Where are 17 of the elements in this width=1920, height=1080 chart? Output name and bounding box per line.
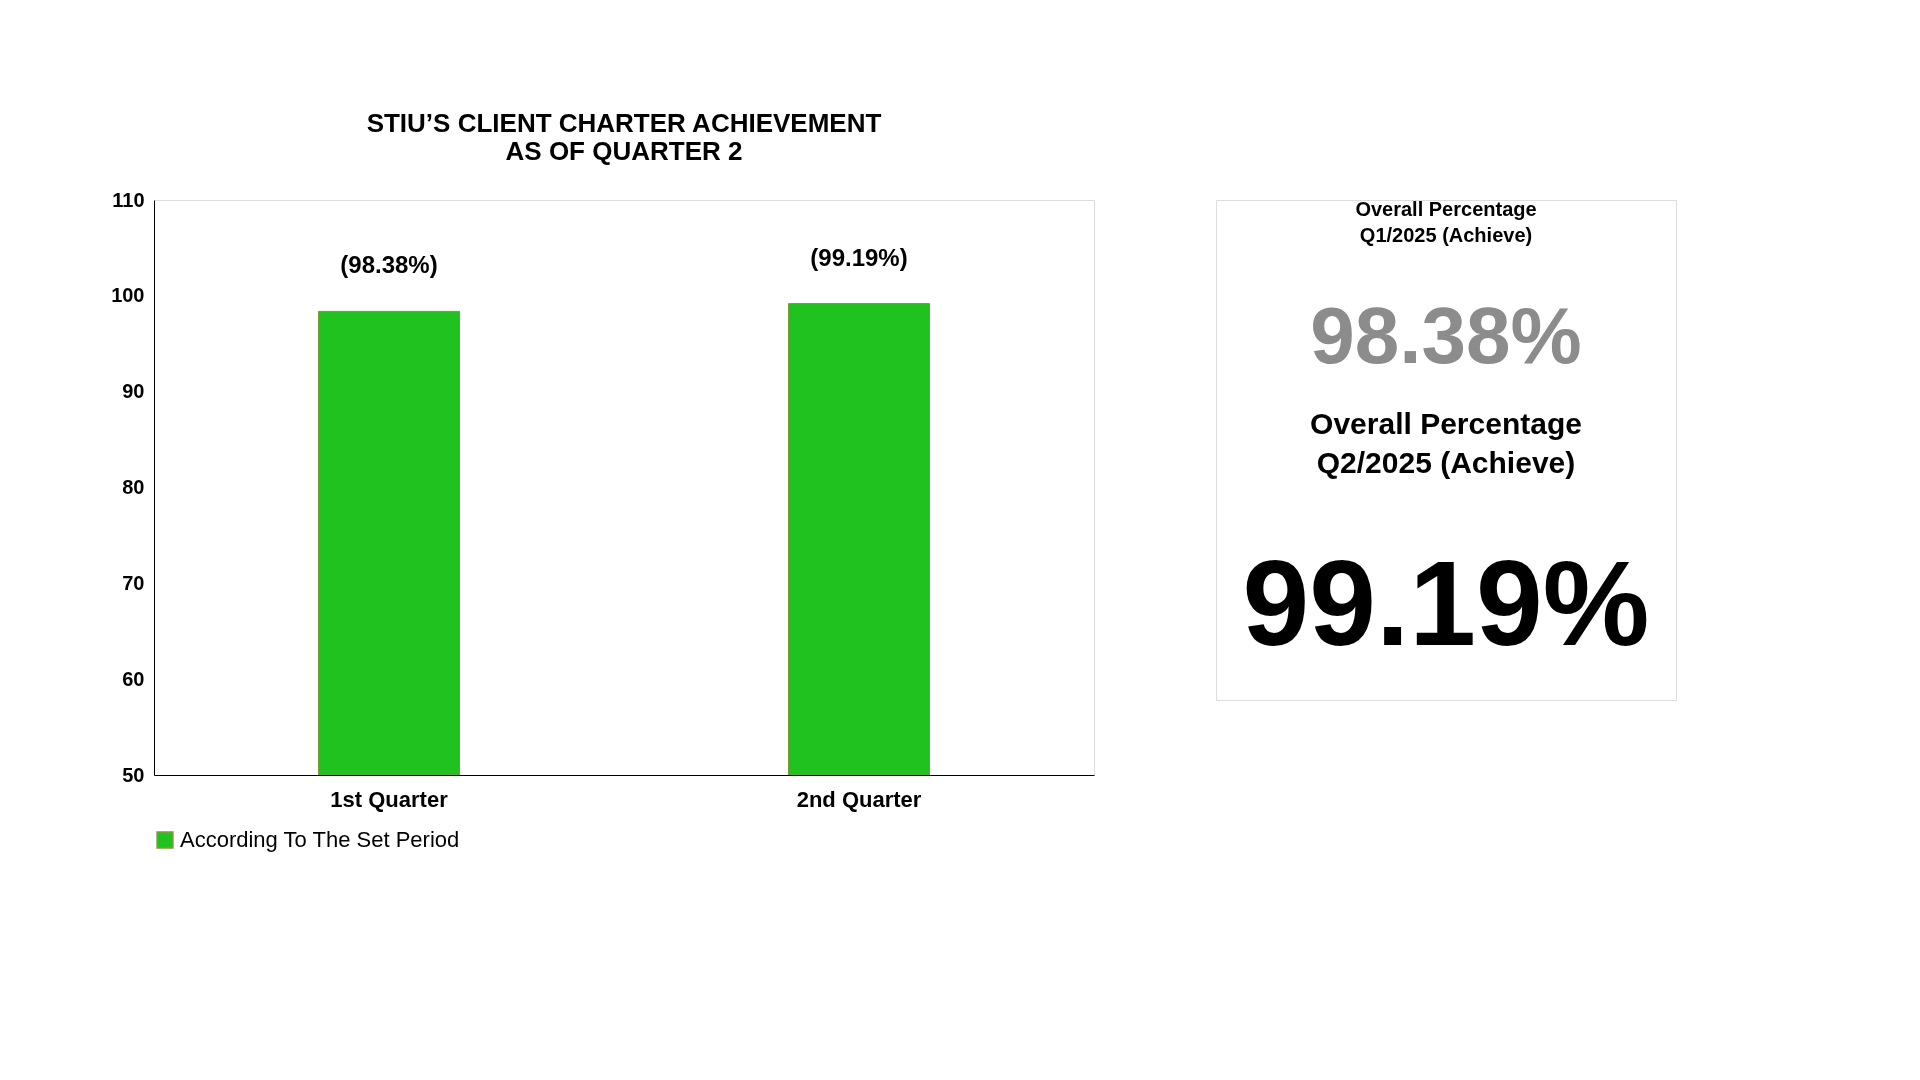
y-tick-label: 90 (122, 380, 145, 403)
text: (98.38%) (340, 251, 438, 279)
y-tick-label: 80 (122, 476, 145, 498)
chart-title: STIU’S CLIENT CHARTER ACHIEVEMENT AS OF QUARTER 2 (366, 108, 882, 166)
legend-label: According To The Set Period (180, 827, 460, 852)
text: Overall Percentage Q2/2025 (Achieve) (1310, 407, 1582, 479)
y-tick-label: 110 (112, 188, 145, 211)
y-tick-label: 60 (122, 667, 145, 690)
text: (99.19%) (810, 243, 908, 271)
text: 98.38% (1310, 291, 1582, 380)
text: Overall Percentage Q1/2025 (Achieve) (1355, 198, 1537, 246)
y-tick-label: 50 (122, 763, 145, 786)
y-tick-label: 70 (122, 571, 145, 594)
x-tick-label: 1st Quarter (330, 786, 449, 812)
x-tick-label: 2nd Quarter (796, 786, 922, 812)
y-tick-label: 100 (111, 284, 145, 307)
text: 99.19% (1242, 536, 1650, 670)
